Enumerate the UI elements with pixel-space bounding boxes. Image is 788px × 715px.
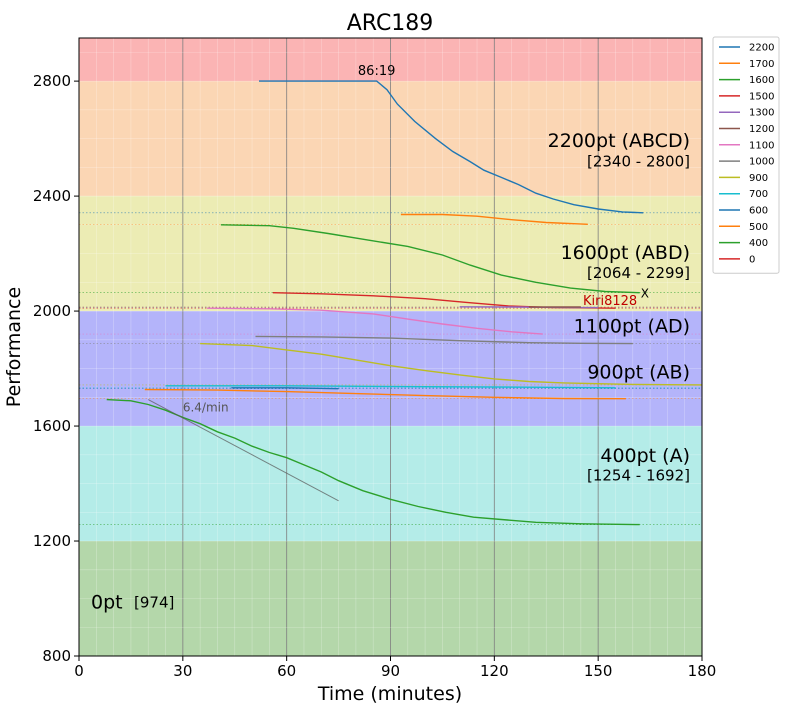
annotations: 86:19 6.4/min Kiri8128 X (183, 64, 649, 415)
legend-label-900: 900 (749, 173, 768, 184)
series-line-1600 (220, 224, 640, 294)
legend-label-0: 0 (749, 254, 755, 265)
y-tick-label: 800 (42, 647, 71, 665)
top-time-annotation: 86:19 (358, 64, 395, 79)
series-line-1700 (400, 213, 588, 225)
end-marker: X (641, 287, 649, 301)
legend-label-500: 500 (749, 222, 768, 233)
grid-lines (78, 38, 703, 657)
band-range-label: [2340 - 2800] (587, 153, 690, 171)
legend-label-2200: 2200 (749, 43, 774, 54)
slope-annotation: 6.4/min (183, 401, 229, 415)
y-tick-label: 2400 (33, 187, 71, 205)
band-labels: 2200pt (ABCD)[2340 - 2800] 1600pt (ABD)[2… (91, 130, 690, 613)
legend-label-700: 700 (749, 189, 768, 200)
x-tick-label: 120 (480, 662, 509, 680)
x-tick-label: 90 (381, 662, 400, 680)
y-axis-label: Performance (3, 287, 25, 407)
user-annotation: Kiri8128 (583, 294, 637, 309)
x-tick-label: 150 (584, 662, 613, 680)
series-lines (106, 80, 703, 526)
legend-label-1500: 1500 (749, 91, 774, 102)
legend-box (712, 36, 780, 274)
series-line-1100 (207, 307, 543, 335)
slope-line (147, 399, 339, 502)
legend: 2200 1700 1600 1500 1300 1200 1100 1000 900 700 60… (712, 36, 780, 274)
zero-band-name: 0pt (91, 591, 123, 613)
x-axis-label: Time (minutes) (317, 683, 462, 705)
band-range-label: [2064 - 2299] (587, 264, 690, 282)
band-name-label: 400pt (A) (600, 445, 690, 467)
band-range-label: [1254 - 1692] (587, 466, 690, 484)
chart-title: ARC189 (347, 11, 434, 36)
x-tick-label: 30 (173, 662, 192, 680)
legend-label-1000: 1000 (749, 157, 774, 168)
band-name-label: 1600pt (ABD) (561, 242, 690, 264)
band-name-label: 900pt (AB) (587, 361, 690, 383)
y-tick-label: 2000 (33, 302, 71, 320)
x-tick-label: 60 (277, 662, 296, 680)
zero-band-range: [974] (134, 593, 174, 611)
band-name-label: 1100pt (AD) (574, 315, 690, 337)
legend-label-1700: 1700 (749, 59, 774, 70)
series-line-2200 (259, 80, 644, 214)
series-line-500 (144, 388, 626, 400)
series-line-700 (165, 385, 616, 389)
legend-label-400: 400 (749, 238, 768, 249)
legend-label-600: 600 (749, 206, 768, 217)
series-line-600 (231, 387, 339, 390)
y-tick-label: 2800 (33, 72, 71, 90)
x-tick-label: 0 (74, 662, 84, 680)
legend-label-1600: 1600 (749, 75, 774, 86)
axis-ticks: 0 30 60 90 120 150 180 800 1200 1600 2000 2400 2800 (33, 72, 717, 680)
legend-label-1300: 1300 (749, 108, 774, 119)
y-tick-label: 1600 (33, 417, 71, 435)
legend-label-1200: 1200 (749, 124, 774, 135)
series-line-1000 (255, 335, 633, 345)
y-tick-label: 1200 (33, 532, 71, 550)
legend-label-1100: 1100 (749, 140, 774, 151)
series-line-900 (200, 342, 703, 386)
x-tick-label: 180 (688, 662, 717, 680)
band-name-label: 2200pt (ABCD) (548, 130, 690, 152)
